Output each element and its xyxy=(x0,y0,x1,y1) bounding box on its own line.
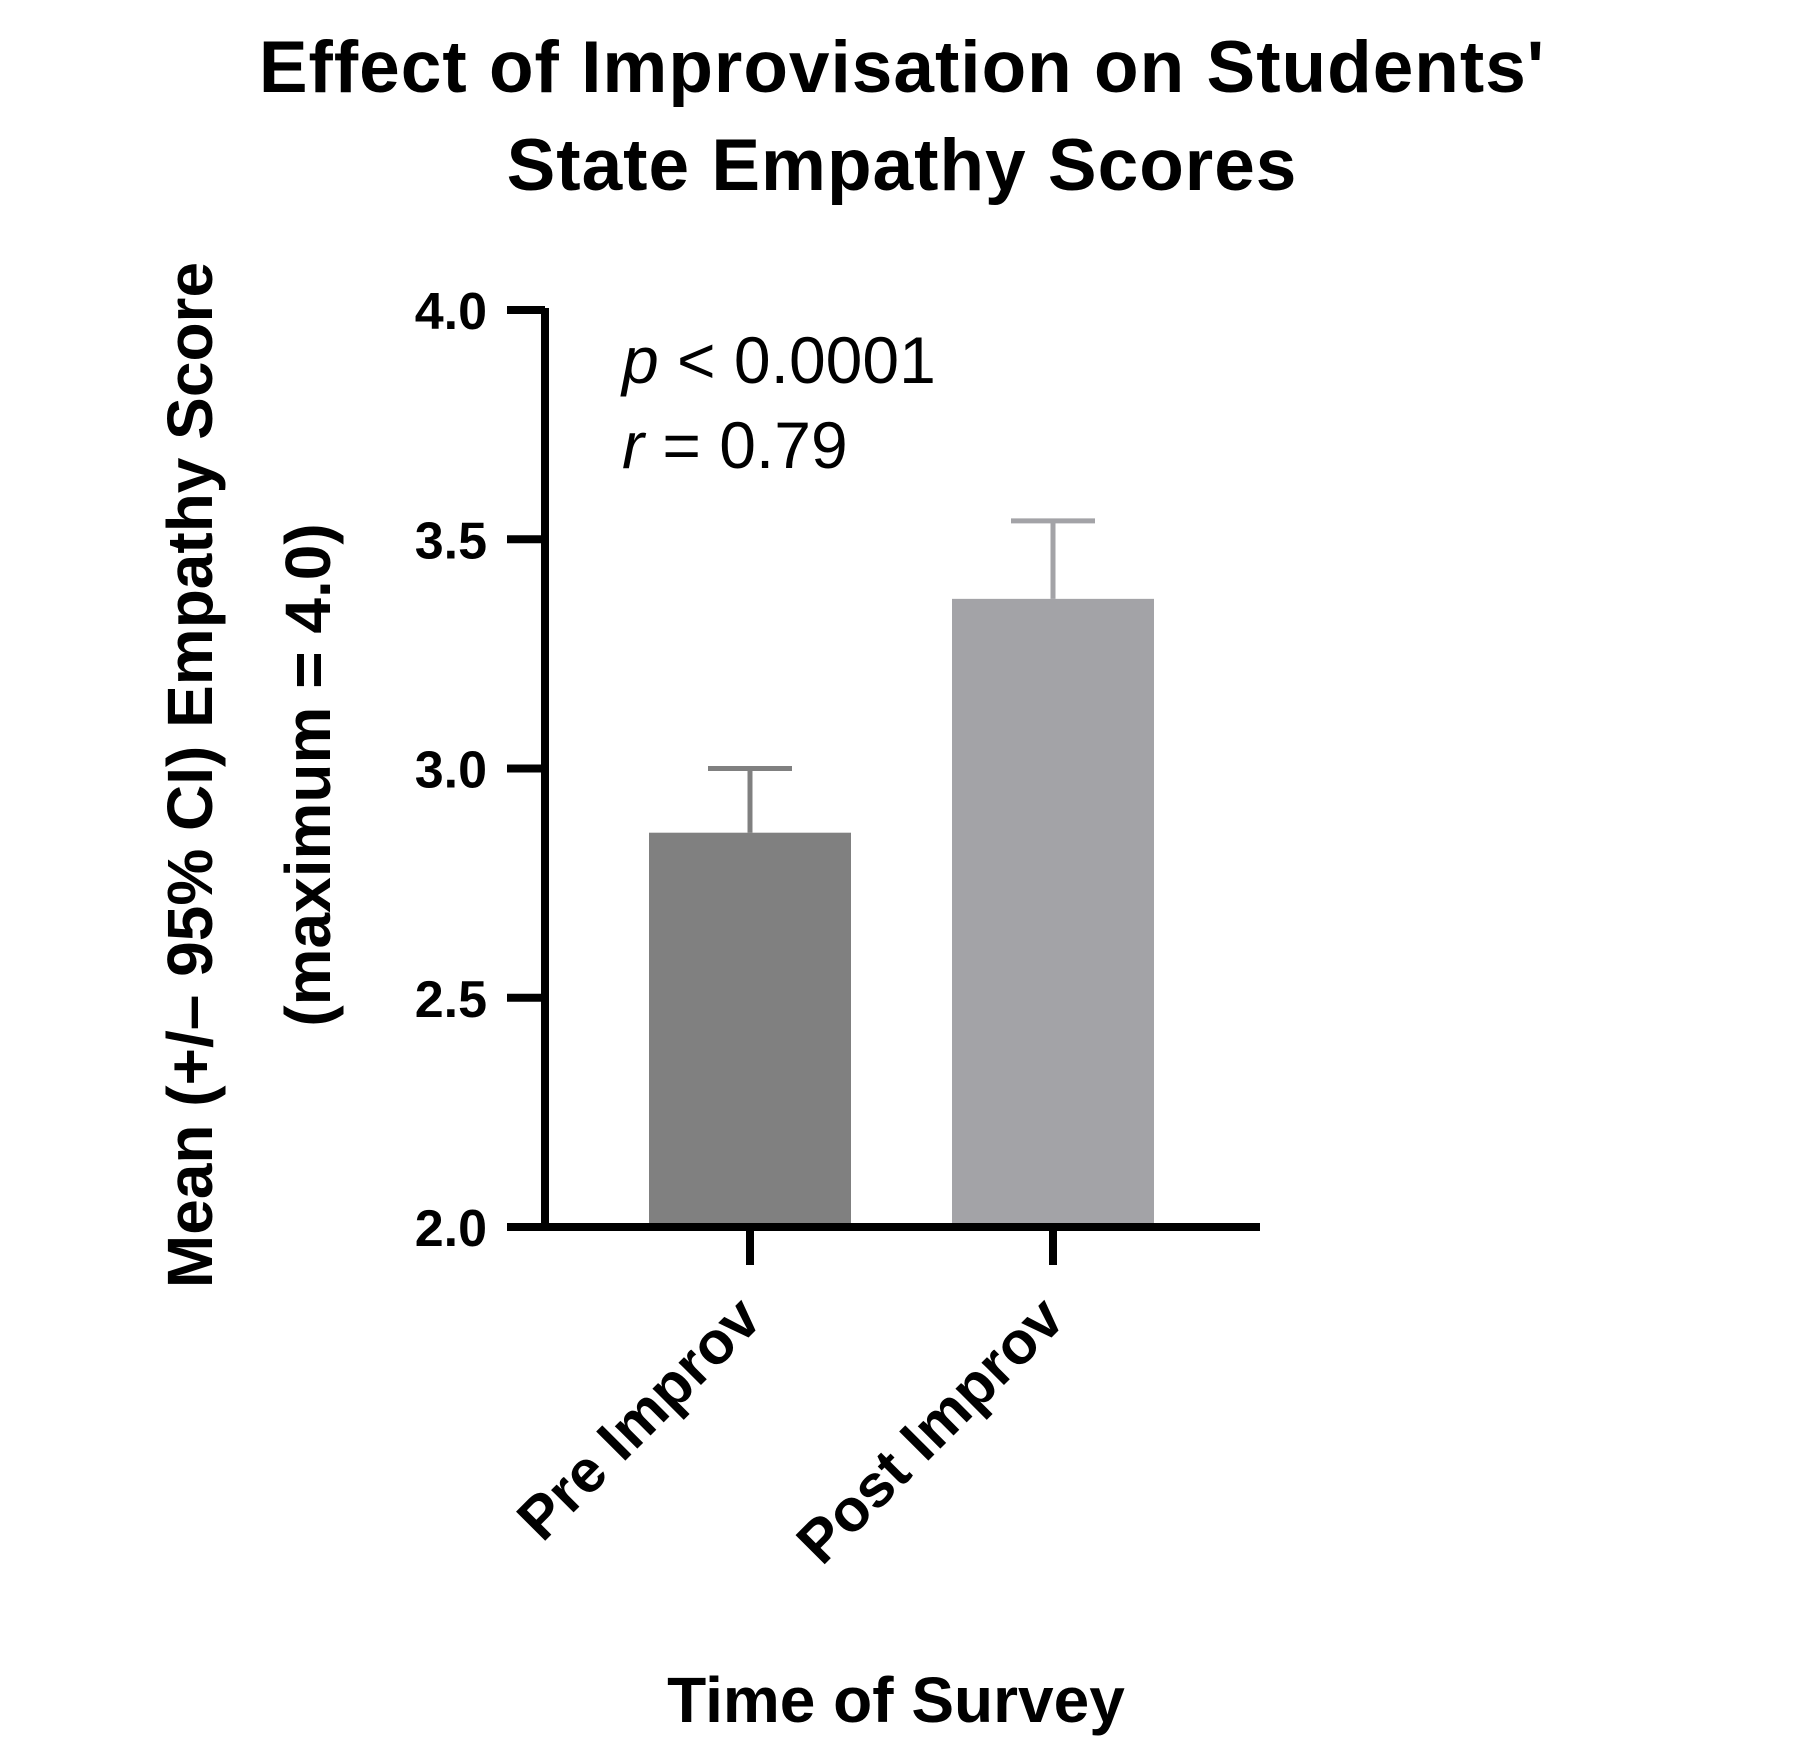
r-value-annotation: r = 0.79 xyxy=(622,408,848,482)
p-value-annotation: p < 0.0001 xyxy=(620,323,936,397)
y-axis-title-line-1: Mean (+/– 95% CI) Empathy Score xyxy=(154,262,226,1288)
x-category-label-1: Post Improv xyxy=(784,1283,1077,1576)
y-axis-title-line-2: (maximum = 4.0) xyxy=(272,523,344,1026)
y-tick-label-3: 3.5 xyxy=(415,512,487,570)
x-axis-title: Time of Survey xyxy=(667,1664,1125,1736)
error-bars-layer xyxy=(708,518,1095,833)
bar-1 xyxy=(649,832,851,1227)
y-tick-label-2: 3.0 xyxy=(415,742,487,800)
x-category-label-0: Pre Improv xyxy=(504,1283,773,1552)
x-categories-layer: Pre Improv Post Improv xyxy=(504,1227,1077,1576)
y-tick-label-0: 2.0 xyxy=(415,1200,487,1258)
chart-title-line-2: State Empathy Scores xyxy=(507,125,1298,206)
bars-layer xyxy=(649,598,1154,1227)
y-tick-label-1: 2.5 xyxy=(415,971,487,1029)
y-tick-label-4: 4.0 xyxy=(415,283,487,341)
y-ticks-layer: 2.0 2.5 3.0 3.5 4.0 xyxy=(415,283,545,1258)
bar-2 xyxy=(952,598,1154,1227)
chart-title-line-1: Effect of Improvisation on Students' xyxy=(259,27,1545,108)
